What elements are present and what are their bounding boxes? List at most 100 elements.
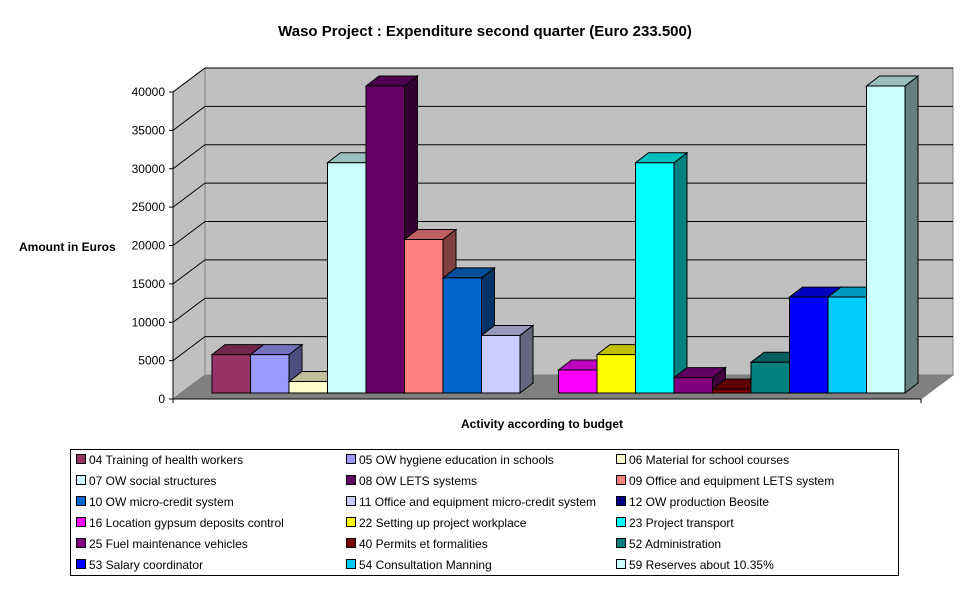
bar-front [635, 162, 675, 394]
legend-label: 22 Setting up project workplace [359, 516, 527, 530]
bar-front [866, 85, 906, 394]
legend-item: 40 Permits et formalities [346, 537, 488, 551]
legend-swatch [346, 559, 356, 569]
y-tick-label: 0 [158, 392, 165, 406]
legend-label: 09 Office and equipment LETS system [629, 474, 835, 488]
y-tick-label: 20000 [132, 239, 166, 253]
legend-swatch [616, 559, 626, 569]
y-tick-label: 25000 [132, 200, 166, 214]
bar [634, 151, 689, 395]
legend-label: 40 Permits et formalities [359, 537, 488, 551]
bar-front [211, 354, 251, 394]
legend-swatch [616, 517, 626, 527]
legend-item: 04 Training of health workers [76, 453, 243, 467]
legend-item: 10 OW micro-credit system [76, 495, 234, 509]
bar-front [404, 239, 444, 394]
legend-label: 08 OW LETS systems [359, 474, 478, 488]
y-tick-label: 30000 [132, 162, 166, 176]
legend-label: 12 OW production Beosite [629, 495, 770, 509]
bar-front [789, 296, 829, 394]
legend-swatch [346, 454, 356, 464]
legend-label: 16 Location gypsum deposits control [89, 516, 284, 530]
legend-label: 59 Reserves about 10.35% [629, 558, 774, 572]
y-tick-label: 10000 [132, 315, 166, 329]
legend-swatch [616, 454, 626, 464]
legend-swatch [346, 475, 356, 485]
bar-side [904, 74, 919, 395]
gridline-side [172, 144, 206, 170]
y-tick-label: 5000 [138, 354, 165, 368]
gridline-side [172, 297, 206, 323]
bar-front [827, 296, 867, 394]
bar-side [519, 324, 534, 395]
legend-item: 08 OW LETS systems [346, 474, 477, 488]
legend-label: 52 Administration [629, 537, 722, 551]
legend-swatch [76, 496, 86, 506]
y-tick-label: 40000 [132, 85, 166, 99]
legend-label: 11 Office and equipment micro-credit sys… [359, 495, 596, 509]
bar-front [712, 388, 752, 394]
gridline-side [172, 336, 206, 362]
bars [210, 74, 920, 395]
legend-swatch [76, 559, 86, 569]
legend-item: 06 Material for school courses [616, 453, 789, 467]
legend-item: 53 Salary coordinator [76, 558, 203, 572]
legend-swatch [346, 517, 356, 527]
legend-swatch [616, 538, 626, 548]
y-tick-label: 15000 [132, 277, 166, 291]
gridline-side [172, 259, 206, 285]
legend-item: 12 OW production Beosite [616, 495, 769, 509]
bar-front [442, 277, 482, 394]
legend-swatch [346, 496, 356, 506]
legend-swatch [76, 538, 86, 548]
legend-label: 25 Fuel maintenance vehicles [89, 537, 248, 551]
y-tick-labels: 0 5000 10000 15000 20000 25000 30000 35000 40000 [132, 85, 166, 406]
legend: 04 Training of health workers 05 OW hygie… [70, 449, 899, 576]
legend-item: 23 Project transport [616, 516, 734, 530]
legend-label: 53 Salary coordinator [89, 558, 204, 572]
bar-front [365, 85, 405, 394]
bar [672, 366, 727, 395]
legend-swatch [616, 496, 626, 506]
bar-front [288, 380, 328, 394]
legend-item: 25 Fuel maintenance vehicles [76, 537, 248, 551]
bar [865, 74, 920, 395]
legend-item: 59 Reserves about 10.35% [616, 558, 774, 572]
bar-side [673, 151, 688, 395]
legend-label: 06 Material for school courses [629, 453, 790, 467]
legend-swatch [76, 454, 86, 464]
gridline-side [172, 105, 206, 131]
legend-item: 16 Location gypsum deposits control [76, 516, 284, 530]
legend-label: 10 OW micro-credit system [89, 495, 234, 509]
legend-swatch [346, 538, 356, 548]
legend-item: 05 OW hygiene education in schools [346, 453, 554, 467]
bar-front [750, 361, 790, 394]
legend-label: 05 OW hygiene education in schools [359, 453, 554, 467]
y-tick-label: 35000 [132, 123, 166, 137]
y-axis-title: Amount in Euros [19, 240, 116, 254]
legend-swatch [76, 517, 86, 527]
bar-front [327, 162, 367, 394]
legend-item: 07 OW social structures [76, 474, 216, 488]
legend-label: 54 Consultation Manning [359, 558, 492, 572]
gridline-side [172, 221, 206, 246]
bar-front [673, 377, 713, 394]
bar-front [558, 369, 598, 394]
legend-item: 54 Consultation Manning [346, 558, 492, 572]
bar-front [596, 354, 636, 394]
y-axis [169, 91, 922, 403]
legend-item: 22 Setting up project workplace [346, 516, 526, 530]
legend-swatch [76, 475, 86, 485]
legend-item: 11 Office and equipment micro-credit sys… [346, 495, 596, 509]
bar [480, 324, 535, 395]
x-axis-title: Activity according to budget [461, 417, 623, 431]
legend-item: 52 Administration [616, 537, 721, 551]
legend-swatch [616, 475, 626, 485]
bar-front [481, 334, 521, 394]
legend-item: 09 Office and equipment LETS system [616, 474, 834, 488]
legend-label: 23 Project transport [629, 516, 734, 530]
legend-label: 04 Training of health workers [89, 453, 244, 467]
gridline-side [172, 67, 206, 93]
legend-label: 07 OW social structures [89, 474, 217, 488]
